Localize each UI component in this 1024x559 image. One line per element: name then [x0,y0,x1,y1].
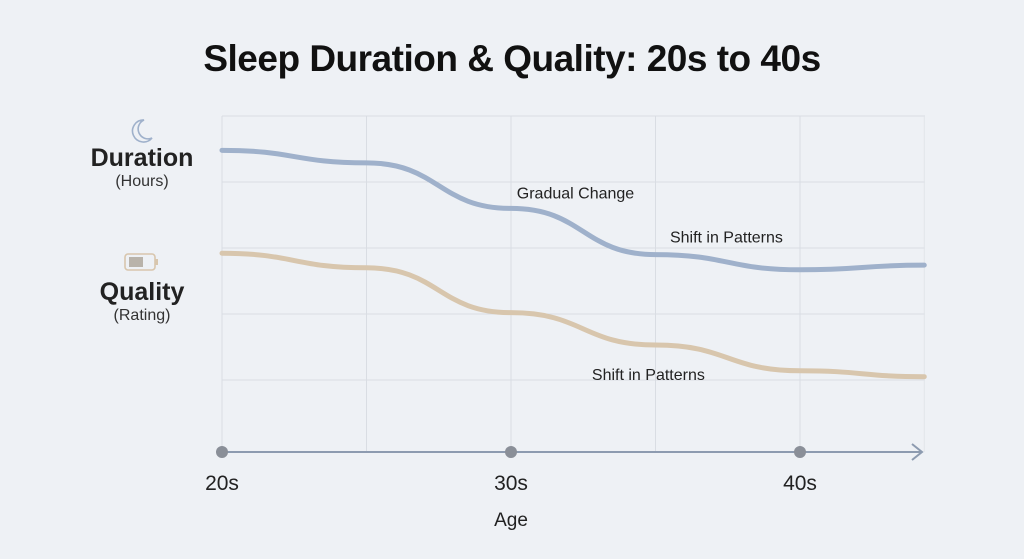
x-tick-dot [216,446,228,458]
duration-legend: Duration (Hours) [52,118,232,191]
chart-title: Sleep Duration & Quality: 20s to 40s [203,38,821,79]
x-tick-label: 30s [494,472,528,495]
moon-icon [131,119,153,143]
duration-unit: (Hours) [115,173,169,190]
series-line-duration [219,147,927,273]
x-tick-label: 40s [783,472,817,495]
duration-label: Duration [90,144,194,172]
annotation: Shift in Patterns [592,367,705,384]
battery-icon [124,253,158,271]
x-tick-label: 20s [205,472,239,495]
x-tick-dot [794,446,806,458]
x-axis-label: Age [494,510,528,531]
quality-label: Quality [99,278,185,306]
annotation: Gradual Change [517,186,635,203]
x-axis-arrow [911,443,924,461]
quality-unit: (Rating) [113,307,171,324]
annotation: Shift in Patterns [670,230,783,247]
quality-legend: Quality (Rating) [52,252,232,325]
series-line-quality [219,250,927,380]
x-tick-dot [505,446,517,458]
